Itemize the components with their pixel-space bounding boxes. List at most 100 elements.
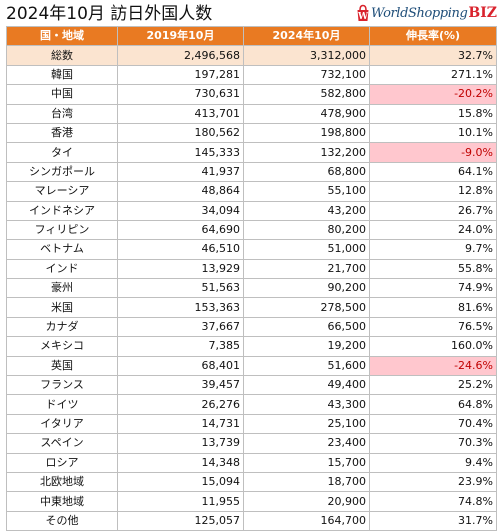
country-cell: マレーシア (6, 181, 118, 202)
value-2019-cell: 41,937 (117, 161, 244, 183)
table-row: 北欧地域 15,094 18,700 23.9% (6, 471, 497, 493)
table-row: マレーシア 48,864 55,100 12.8% (6, 181, 497, 202)
country-cell: 豪州 (6, 278, 118, 299)
value-2019-cell: 34,094 (117, 200, 244, 221)
value-2019-cell: 64,690 (117, 219, 244, 241)
value-2019-cell: 197,281 (117, 64, 244, 86)
table-body: 総数 2,496,568 3,312,000 32.7% 韓国 197,281 732,10… (6, 45, 497, 531)
growth-cell: 160.0% (369, 336, 497, 357)
value-2024-cell: 732,100 (243, 64, 370, 86)
growth-cell: 55.8% (369, 258, 497, 280)
country-cell: シンガポール (6, 161, 118, 183)
logo-biz: BIZ (468, 5, 497, 21)
growth-cell: 25.2% (369, 375, 497, 396)
table-row: ロシア 14,348 15,700 9.4% (6, 452, 497, 473)
table-row: シンガポール 41,937 68,800 64.1% (6, 161, 497, 183)
value-2024-cell: 55,100 (243, 181, 370, 202)
logo-wordmark: WorldShopping (370, 5, 468, 21)
value-2019-cell: 180,562 (117, 122, 244, 144)
table-row: 英国 68,401 51,600 -24.6% (6, 355, 497, 377)
table-row: イタリア 14,731 25,100 70.4% (6, 413, 497, 435)
country-cell: イタリア (6, 413, 118, 435)
value-2024-cell: 43,200 (243, 200, 370, 221)
value-2024-cell: 18,700 (243, 471, 370, 493)
growth-cell: -24.6% (369, 355, 497, 377)
country-cell: ドイツ (6, 394, 118, 415)
value-2019-cell: 15,094 (117, 471, 244, 493)
value-2024-cell: 66,500 (243, 316, 370, 338)
table-row: 韓国 197,281 732,100 271.1% (6, 64, 497, 86)
growth-cell: 81.6% (369, 297, 497, 318)
growth-cell: 23.9% (369, 471, 497, 493)
value-2019-cell: 48,864 (117, 181, 244, 202)
value-2019-cell: 26,276 (117, 394, 244, 415)
value-2019-cell: 7,385 (117, 336, 244, 357)
country-cell: ロシア (6, 452, 118, 473)
growth-cell: 15.8% (369, 103, 497, 124)
growth-cell: 24.0% (369, 219, 497, 241)
value-2024-cell: 21,700 (243, 258, 370, 280)
growth-cell: 74.8% (369, 491, 497, 512)
country-cell: カナダ (6, 316, 118, 338)
table-row: タイ 145,333 132,200 -9.0% (6, 142, 497, 163)
growth-cell: 70.4% (369, 413, 497, 435)
table-row: 米国 153,363 278,500 81.6% (6, 297, 497, 318)
value-2024-cell: 3,312,000 (243, 45, 370, 66)
table-row: その他 125,057 164,700 31.7% (6, 510, 497, 531)
value-2019-cell: 125,057 (117, 510, 244, 531)
country-cell: 台湾 (6, 103, 118, 124)
value-2024-cell: 132,200 (243, 142, 370, 163)
growth-cell: -20.2% (369, 84, 497, 105)
value-2019-cell: 39,457 (117, 375, 244, 396)
page-title: 2024年10月 訪日外国人数 (6, 4, 213, 24)
country-cell: インド (6, 258, 118, 280)
value-2024-cell: 25,100 (243, 413, 370, 435)
svg-text:W: W (357, 12, 369, 22)
table-row: メキシコ 7,385 19,200 160.0% (6, 336, 497, 357)
country-cell: メキシコ (6, 336, 118, 357)
value-2019-cell: 11,955 (117, 491, 244, 512)
country-cell: 中国 (6, 84, 118, 105)
value-2019-cell: 413,701 (117, 103, 244, 124)
header-2024: 2024年10月 (243, 25, 370, 47)
value-2024-cell: 278,500 (243, 297, 370, 318)
growth-cell: 32.7% (369, 45, 497, 66)
growth-cell: 10.1% (369, 122, 497, 144)
value-2024-cell: 19,200 (243, 336, 370, 357)
table-row: カナダ 37,667 66,500 76.5% (6, 316, 497, 338)
growth-cell: 31.7% (369, 510, 497, 531)
table-row: ベトナム 46,510 51,000 9.7% (6, 239, 497, 260)
country-cell: ベトナム (6, 239, 118, 260)
header-2019: 2019年10月 (117, 25, 244, 47)
value-2019-cell: 153,363 (117, 297, 244, 318)
value-2024-cell: 43,300 (243, 394, 370, 415)
growth-cell: 12.8% (369, 181, 497, 202)
value-2019-cell: 37,667 (117, 316, 244, 338)
country-cell: 中東地域 (6, 491, 118, 512)
growth-cell: 70.3% (369, 433, 497, 454)
country-cell: その他 (6, 510, 118, 531)
country-cell: 英国 (6, 355, 118, 377)
value-2019-cell: 730,631 (117, 84, 244, 105)
value-2024-cell: 90,200 (243, 278, 370, 299)
value-2019-cell: 46,510 (117, 239, 244, 260)
header-country: 国・地域 (6, 25, 118, 47)
growth-cell: 9.4% (369, 452, 497, 473)
value-2024-cell: 582,800 (243, 84, 370, 105)
country-cell: 香港 (6, 122, 118, 144)
country-cell: 総数 (6, 45, 118, 66)
country-cell: フィリピン (6, 219, 118, 241)
header-growth: 伸長率(%) (369, 25, 497, 47)
country-cell: タイ (6, 142, 118, 163)
value-2024-cell: 68,800 (243, 161, 370, 183)
value-2019-cell: 2,496,568 (117, 45, 244, 66)
country-cell: インドネシア (6, 200, 118, 221)
growth-cell: 9.7% (369, 239, 497, 260)
table-row: インド 13,929 21,700 55.8% (6, 258, 497, 280)
value-2019-cell: 51,563 (117, 278, 244, 299)
table-header-row: 国・地域 2019年10月 2024年10月 伸長率(%) (6, 25, 497, 47)
value-2024-cell: 80,200 (243, 219, 370, 241)
shopping-bag-icon: W (357, 4, 369, 22)
table-row: 台湾 413,701 478,900 15.8% (6, 103, 497, 124)
value-2019-cell: 68,401 (117, 355, 244, 377)
